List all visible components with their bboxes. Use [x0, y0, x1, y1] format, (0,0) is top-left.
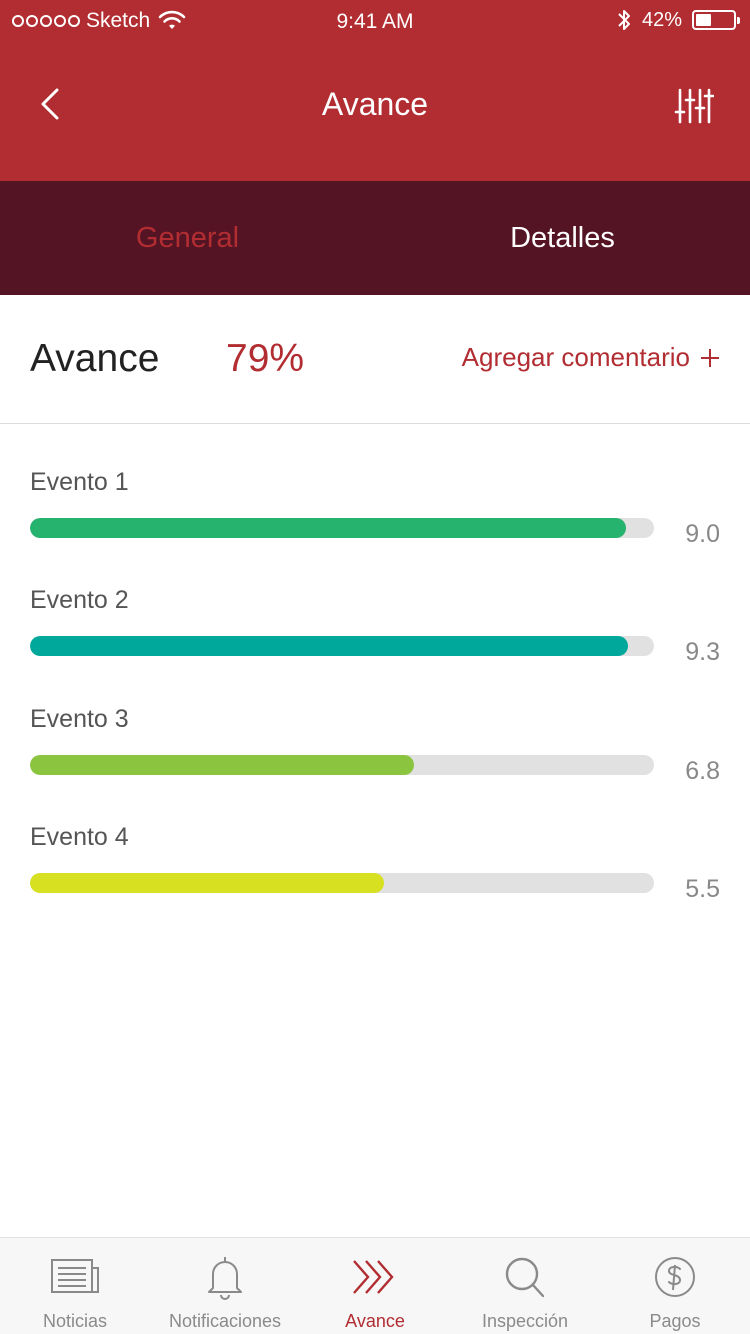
progress-track [30, 873, 654, 893]
battery-percent: 42% [641, 8, 682, 31]
summary-percentage: 79% [226, 337, 305, 380]
signal-strength-icon [12, 15, 80, 27]
event-label: Evento 1 [30, 468, 129, 496]
event-row: Evento 3 6.8 [0, 705, 750, 805]
add-comment-label: Agregar comentario [461, 342, 690, 372]
tab-avance[interactable]: Avance [300, 1238, 450, 1334]
add-comment-button[interactable]: Agregar comentario [462, 342, 720, 373]
status-time: 9:41 AM [336, 10, 414, 33]
tab-general[interactable]: General [135, 221, 240, 254]
newspaper-icon [51, 1259, 99, 1293]
tab-label: Notificaciones [168, 1311, 282, 1331]
event-score: 5.5 [685, 875, 720, 903]
event-score: 9.3 [685, 638, 720, 666]
tab-detalles[interactable]: Detalles [510, 221, 615, 254]
event-score: 9.0 [685, 520, 720, 548]
plus-icon [701, 348, 719, 367]
tab-pagos[interactable]: Pagos [600, 1238, 750, 1334]
status-left: Sketch [12, 9, 186, 33]
progress-track [30, 636, 654, 656]
event-label: Evento 2 [30, 586, 129, 614]
tab-notificaciones[interactable]: Notificaciones [150, 1238, 300, 1334]
segment-tabs: General Detalles [0, 181, 750, 295]
carrier-name: Sketch [86, 9, 151, 32]
progress-track [30, 755, 654, 775]
tab-label: Inspección [481, 1311, 569, 1331]
status-bar: Sketch 9:41 AM 42% [0, 0, 750, 40]
event-label: Evento 4 [30, 823, 129, 851]
bottom-tab-bar: Noticias Notificaciones Avance [0, 1237, 750, 1334]
event-label: Evento 3 [30, 705, 129, 733]
tab-label: Avance [345, 1311, 405, 1331]
filter-sliders-icon[interactable] [674, 86, 714, 126]
battery-icon [692, 10, 740, 30]
event-row: Evento 2 9.3 [0, 586, 750, 686]
progress-fill [30, 755, 414, 775]
tab-noticias[interactable]: Noticias [0, 1238, 150, 1334]
app-header: Sketch 9:41 AM 42% Avance [0, 0, 750, 181]
tab-inspeccion[interactable]: Inspección [450, 1238, 600, 1334]
progress-fill [30, 636, 628, 656]
magnifier-icon [505, 1257, 545, 1298]
event-row: Evento 4 5.5 [0, 823, 750, 923]
dollar-circle-icon [655, 1257, 695, 1297]
triple-chevron-right-icon [353, 1260, 394, 1294]
progress-summary: Avance 79% Agregar comentario [0, 295, 750, 424]
progress-fill [30, 873, 385, 893]
back-button[interactable] [30, 82, 74, 126]
event-score: 6.8 [685, 757, 720, 785]
tab-label: Pagos [649, 1311, 701, 1331]
summary-label: Avance [30, 337, 160, 380]
event-row: Evento 1 9.0 [0, 468, 750, 568]
progress-fill [30, 518, 626, 538]
bluetooth-icon [618, 10, 630, 30]
wifi-icon [158, 10, 186, 29]
bell-icon [208, 1257, 242, 1300]
status-right: 42% [616, 7, 740, 33]
tab-label: Noticias [42, 1311, 108, 1331]
progress-track [30, 518, 654, 538]
page-title: Avance [321, 86, 429, 122]
